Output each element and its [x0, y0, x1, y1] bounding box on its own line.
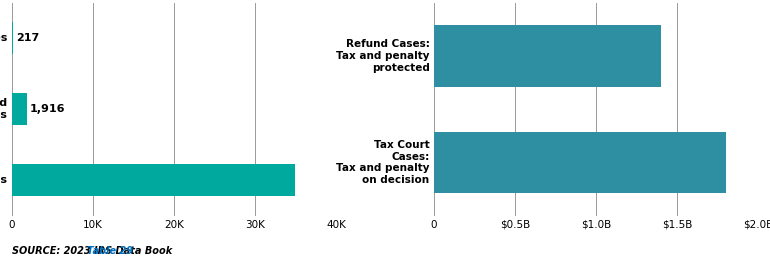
Bar: [12, 93, 27, 125]
Bar: [12, 164, 295, 196]
Text: SOURCE: 2023 IRS Data Book: SOURCE: 2023 IRS Data Book: [12, 245, 176, 256]
Text: 217: 217: [16, 33, 39, 43]
Bar: [12, 22, 13, 54]
Text: 1,916: 1,916: [30, 104, 65, 114]
Bar: [434, 132, 726, 193]
Bar: [434, 25, 661, 87]
Text: Table 29: Table 29: [88, 245, 133, 256]
